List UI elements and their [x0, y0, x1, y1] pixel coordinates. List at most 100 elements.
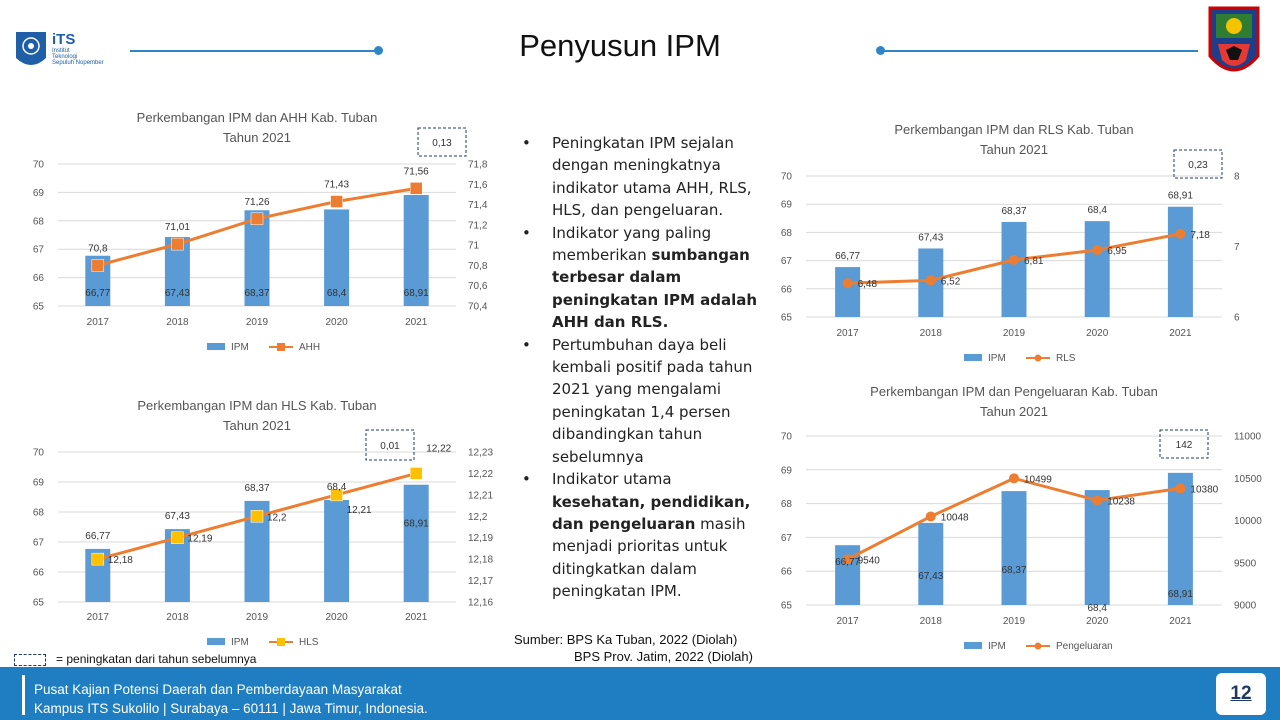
- left-axis-tick: 66: [781, 284, 793, 295]
- right-axis-tick: 6: [1234, 313, 1240, 324]
- legend-bar-label: IPM: [988, 353, 1006, 364]
- chart-svg: Perkembangan IPM dan RLS Kab. Tuban Tahun…: [781, 122, 1240, 364]
- category-label: 2021: [1169, 328, 1192, 339]
- right-axis-tick: 9000: [1234, 601, 1257, 612]
- left-axis-tick: 69: [781, 200, 793, 211]
- right-axis-tick: 10000: [1234, 516, 1262, 527]
- rls-marker: [1009, 254, 1019, 265]
- chart-title-line: Tahun 2021: [980, 142, 1048, 157]
- right-axis-tick: 12,22: [468, 469, 493, 480]
- ipm-data-label: 66,77: [835, 251, 860, 262]
- ahh-marker: [91, 259, 105, 272]
- ipm-bar: [403, 194, 429, 306]
- category-label: 2020: [325, 612, 348, 623]
- line-data-label: 70,8: [88, 243, 108, 254]
- ahh-marker: [409, 182, 423, 195]
- ipm-data-label: 68,4: [327, 288, 347, 299]
- legend-line-label: HLS: [299, 637, 319, 648]
- right-axis-tick: 11000: [1234, 432, 1262, 443]
- hls-marker: [250, 510, 264, 523]
- legend-line-label: Pengeluaran: [1056, 641, 1113, 652]
- category-label: 2019: [246, 612, 269, 623]
- line-data-label: 6,81: [1024, 256, 1044, 267]
- increase-box: [365, 429, 415, 461]
- right-axis-tick: 71,4: [468, 200, 488, 211]
- legend-bar-swatch: [207, 638, 225, 645]
- legend-line-marker: [277, 343, 285, 351]
- chart-title-line: Tahun 2021: [980, 404, 1048, 419]
- ipm-data-label: 68,37: [1001, 565, 1026, 576]
- right-axis-tick: 12,18: [468, 555, 493, 566]
- left-axis-tick: 69: [781, 465, 793, 476]
- footer-accent: [22, 675, 25, 715]
- ahh-marker: [250, 212, 264, 226]
- chart-title-line: Tahun 2021: [223, 130, 291, 145]
- logo-line1: Institut: [52, 48, 70, 54]
- ipm-data-label: 68,4: [1087, 205, 1107, 216]
- bullet-text: Peningkatan IPM sejalan dengan meningkat…: [552, 134, 752, 220]
- left-axis-tick: 70: [33, 448, 45, 459]
- line-data-label: 12,21: [347, 505, 372, 516]
- chart-title-line: Perkembangan IPM dan HLS Kab. Tuban: [137, 398, 376, 413]
- ahh-marker: [171, 237, 184, 251]
- category-label: 2018: [166, 317, 189, 328]
- left-axis-tick: 69: [33, 478, 45, 489]
- bullet-text: masih menjadi prioritas untuk ditingkatk…: [552, 514, 746, 601]
- line-data-label: 71,01: [165, 222, 190, 233]
- chart-title-line: Perkembangan IPM dan AHH Kab. Tuban: [137, 110, 378, 125]
- category-label: 2020: [1086, 616, 1109, 627]
- chart-svg: Perkembangan IPM dan HLS Kab. Tuban Tahun…: [33, 398, 494, 648]
- increase-legend-text: = peningkatan dari tahun sebelumnya: [56, 652, 257, 666]
- left-axis-tick: 67: [781, 256, 793, 267]
- ipm-data-label: 66,77: [85, 531, 110, 542]
- legend-line-marker: [277, 638, 285, 646]
- left-axis-tick: 68: [33, 508, 45, 519]
- line-data-label: 71,43: [324, 180, 349, 191]
- left-axis-tick: 67: [33, 538, 45, 549]
- line-data-label: 10238: [1107, 496, 1135, 507]
- line-data-label: 6,48: [858, 279, 878, 290]
- footer-bar: Pusat Kajian Potensi Daerah dan Pemberda…: [0, 667, 1280, 720]
- hls-marker: [409, 467, 423, 480]
- line-data-label: 12,18: [108, 555, 133, 566]
- title-rule-right: [880, 50, 1198, 52]
- legend-line-marker: [1034, 642, 1042, 650]
- page-number: 12: [1216, 673, 1266, 715]
- ipm-bar: [1167, 472, 1193, 605]
- ipm-data-label: 67,43: [918, 232, 943, 243]
- chart-ipm-pengeluaran: Perkembangan IPM dan Pengeluaran Kab. Tu…: [770, 380, 1270, 662]
- left-axis-tick: 66: [781, 567, 793, 578]
- chart-ipm-ahh: Perkembangan IPM dan AHH Kab. Tuban Tahun…: [20, 106, 510, 366]
- left-axis-tick: 65: [33, 598, 45, 609]
- dashed-box-icon: [14, 653, 46, 666]
- bullet-item: Pertumbuhan daya beli kembali positif pa…: [520, 334, 765, 468]
- source-line-1: Sumber: BPS Ka Tuban, 2022 (Diolah): [514, 632, 738, 647]
- right-axis-tick: 12,23: [468, 448, 493, 459]
- bullet-text: Indikator yang paling memberikan: [552, 223, 712, 265]
- increase-box: [1159, 429, 1209, 459]
- category-label: 2018: [166, 612, 189, 623]
- regency-emblem: [1206, 4, 1262, 86]
- page-title: Penyusun IPM: [519, 28, 721, 63]
- increase-box: [1173, 149, 1223, 179]
- line-data-label: 71,56: [404, 166, 429, 177]
- ipm-data-label: 68,37: [1001, 206, 1026, 217]
- chart-title-line: Perkembangan IPM dan Pengeluaran Kab. Tu…: [870, 384, 1158, 399]
- ipm-bar: [1001, 221, 1027, 317]
- logo-line3: Sepuluh Nopember: [52, 60, 104, 66]
- ipm-bar: [1167, 206, 1193, 317]
- right-axis-tick: 8: [1234, 172, 1240, 183]
- category-label: 2021: [1169, 616, 1192, 627]
- ipm-data-label: 66,77: [835, 557, 860, 568]
- increase-box: [417, 127, 467, 157]
- left-axis-tick: 67: [781, 533, 793, 544]
- rls-marker: [925, 275, 936, 286]
- category-label: 2021: [405, 612, 428, 623]
- left-axis-tick: 66: [33, 273, 45, 284]
- ipm-bar: [1084, 221, 1110, 317]
- legend-line-label: RLS: [1056, 353, 1076, 364]
- logo-line2: Teknologi: [52, 54, 77, 60]
- pengeluaran-marker: [1175, 483, 1186, 494]
- rls-marker: [1175, 228, 1186, 239]
- ipm-data-label: 68,37: [244, 483, 269, 494]
